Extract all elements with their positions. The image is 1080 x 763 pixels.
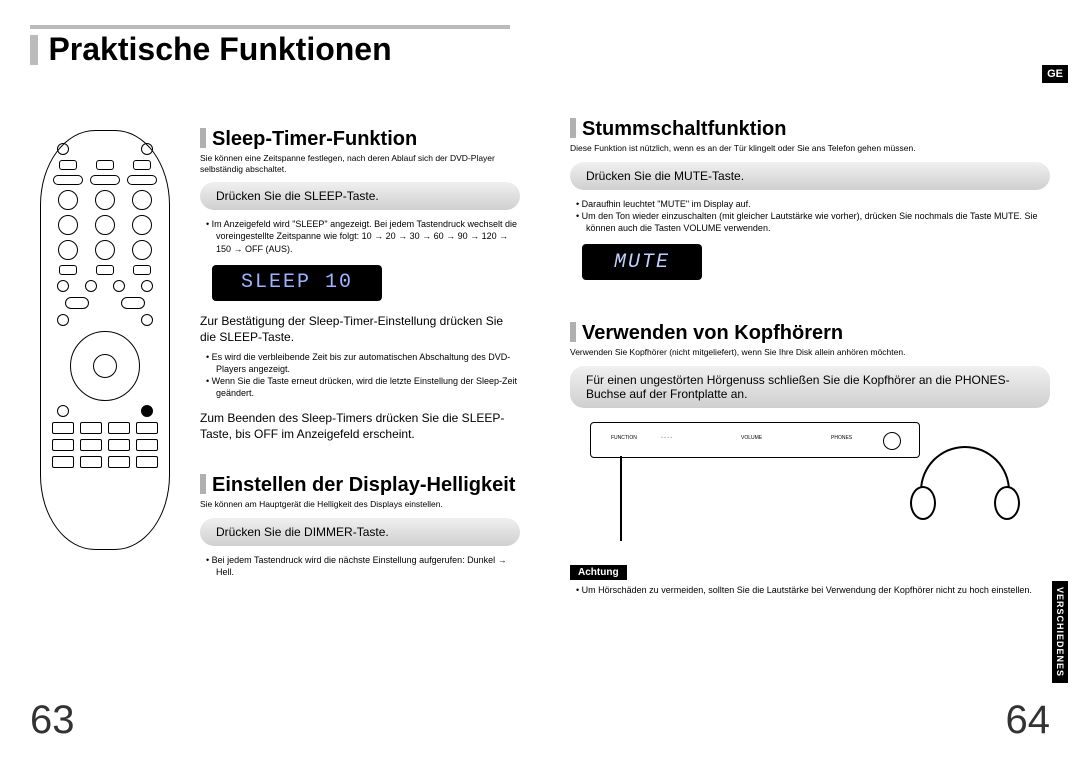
title-accent [30,35,38,65]
warning-bullets: Um Hörschäden zu vermeiden, sollten Sie … [570,584,1050,596]
language-tab: GE [1042,65,1068,83]
title-row: Praktische Funktionen [30,31,510,68]
mute-bullets: Daraufhin leuchtet "MUTE" im Display auf… [570,198,1050,234]
remote-illustration [40,130,170,550]
title-rule [30,25,510,29]
sleep-confirm-bullets: Es wird die verbleibende Zeit bis zur au… [200,351,520,400]
sleep-display: SLEEP 10 [212,265,382,301]
headphones-heading: Verwenden von Kopfhörern [570,322,1050,345]
mute-heading: Stummschaltfunktion [570,118,1050,141]
mute-bullet-2: Um den Ton wieder einzuschalten (mit gle… [586,210,1050,234]
page-left: Praktische Funktionen Sleep-Timer-Funkti… [0,0,540,763]
headphone-cable [620,456,622,541]
sleep-bullet-1: Im Anzeigefeld wird "SLEEP" angezeigt. B… [216,218,520,254]
dimmer-bullet-1: Bei jedem Tastendruck wird die nächste E… [216,554,520,578]
mute-display: MUTE [582,244,702,280]
mute-bullet-1: Daraufhin leuchtet "MUTE" im Display auf… [586,198,1050,210]
sleep-confirm-b2: Wenn Sie die Taste erneut drücken, wird … [216,375,520,399]
section-side-tab: VERSCHIEDENES [1052,581,1068,683]
sleep-heading: Sleep-Timer-Funktion [200,128,520,151]
dimmer-bullets: Bei jedem Tastendruck wird die nächste E… [200,554,520,578]
main-title: Praktische Funktionen [48,31,391,68]
volume-knob-icon [883,432,901,450]
page-number-left: 63 [30,698,75,743]
right-content-column: Stummschaltfunktion Diese Funktion ist n… [570,110,1050,606]
mute-step: Drücken Sie die MUTE-Taste. [570,162,1050,190]
device-front-panel: FUNCTION ◦ ◦ ◦ ◦ VOLUME PHONES [590,422,920,458]
headphones-step: Für einen ungestörten Hörgenuss schließe… [570,366,1050,408]
sleep-step-text: Drücken Sie die SLEEP-Taste. [216,189,379,203]
mute-intro: Diese Funktion ist nützlich, wenn es an … [570,143,1050,154]
sleep-step: Drücken Sie die SLEEP-Taste. [200,182,520,210]
warning-label: Achtung [570,565,627,580]
left-content-column: Sleep-Timer-Funktion Sie können eine Zei… [200,120,520,588]
sleep-confirm: Zur Bestätigung der Sleep-Timer-Einstell… [200,313,520,345]
dimmer-heading: Einstellen der Display-Helligkeit [200,474,520,497]
mute-step-text: Drücken Sie die MUTE-Taste. [586,169,744,183]
sleep-intro: Sie können eine Zeitspanne festlegen, na… [200,153,520,174]
headphones-icon [910,446,1020,536]
warning-text: Um Hörschäden zu vermeiden, sollten Sie … [586,584,1050,596]
headphones-illustration: FUNCTION ◦ ◦ ◦ ◦ VOLUME PHONES [570,416,1050,556]
dimmer-step-text: Drücken Sie die DIMMER-Taste. [216,525,389,539]
dimmer-step: Drücken Sie die DIMMER-Taste. [200,518,520,546]
page-right: GE VERSCHIEDENES Stummschaltfunktion Die… [540,0,1080,763]
headphones-intro: Verwenden Sie Kopfhörer (nicht mitgelief… [570,347,1050,358]
sleep-confirm-b1: Es wird die verbleibende Zeit bis zur au… [216,351,520,375]
sleep-bullets: Im Anzeigefeld wird "SLEEP" angezeigt. B… [200,218,520,254]
page-number-right: 64 [1006,698,1051,743]
sleep-cancel: Zum Beenden des Sleep-Timers drücken Sie… [200,410,520,442]
dimmer-intro: Sie können am Hauptgerät die Helligkeit … [200,499,520,510]
headphones-step-text: Für einen ungestörten Hörgenuss schließe… [586,373,1010,401]
